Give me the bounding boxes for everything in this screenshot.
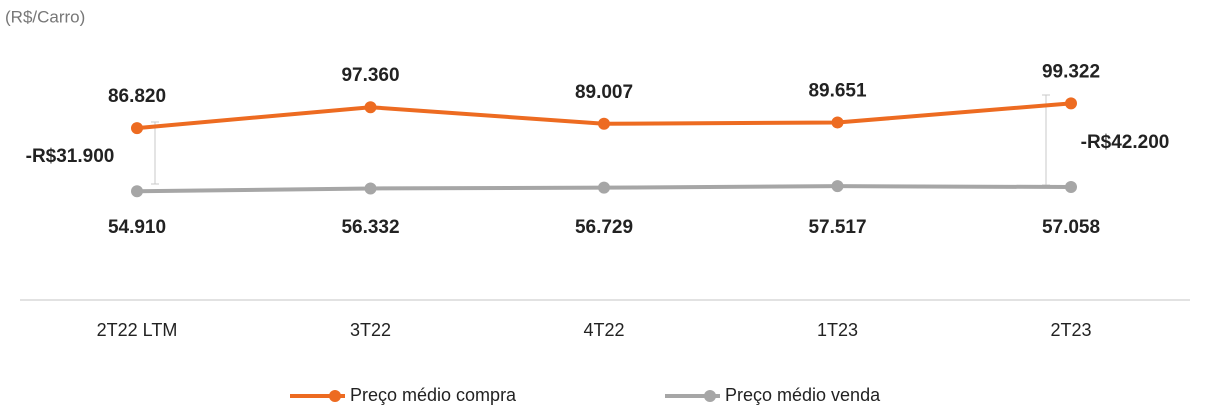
data-label: 57.517 — [808, 217, 866, 238]
point — [831, 116, 844, 129]
data-label: 54.910 — [108, 217, 166, 238]
legend-marker — [704, 390, 716, 402]
x-tick-label: 3T22 — [350, 320, 391, 340]
annotation: -R$31.900 — [26, 146, 115, 167]
x-tick-label: 2T22 LTM — [97, 320, 178, 340]
data-label: 86.820 — [108, 86, 166, 107]
data-label: 57.058 — [1042, 217, 1100, 238]
x-tick-label: 4T22 — [583, 320, 624, 340]
point — [364, 101, 377, 114]
data-label: 97.360 — [341, 65, 399, 86]
chart-subtitle: (R$/Carro) — [5, 7, 85, 26]
x-tick-label: 2T23 — [1050, 320, 1091, 340]
data-label: 56.729 — [575, 217, 633, 238]
annotation: -R$42.200 — [1081, 132, 1170, 153]
point — [1065, 97, 1077, 110]
data-label: 56.332 — [341, 217, 399, 238]
point — [598, 181, 610, 194]
point — [598, 117, 610, 130]
data-label: 89.007 — [575, 82, 633, 103]
legend-label: Preço médio compra — [350, 385, 517, 405]
point — [131, 122, 143, 135]
data-label: 89.651 — [808, 81, 867, 102]
data-label: 99.322 — [1042, 61, 1100, 82]
x-tick-label: 1T23 — [817, 320, 858, 340]
legend-marker — [329, 390, 341, 402]
difference-brackets — [151, 94, 1050, 186]
point — [131, 185, 143, 198]
legend-label: Preço médio venda — [725, 385, 881, 405]
point — [364, 182, 377, 195]
point — [831, 180, 844, 193]
point — [1065, 181, 1077, 194]
